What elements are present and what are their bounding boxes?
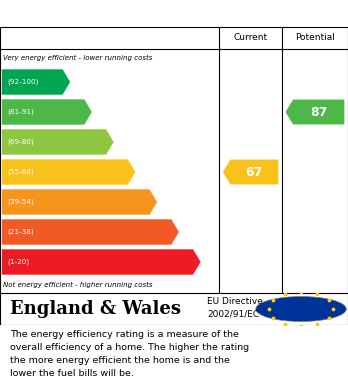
Polygon shape <box>285 99 345 125</box>
Ellipse shape <box>256 296 346 321</box>
Text: (55-68): (55-68) <box>7 169 34 175</box>
Text: (69-80): (69-80) <box>7 139 34 145</box>
Text: B: B <box>93 106 102 118</box>
Text: Very energy efficient - lower running costs: Very energy efficient - lower running co… <box>3 55 153 61</box>
Text: D: D <box>136 165 147 179</box>
Text: The energy efficiency rating is a measure of the
overall efficiency of a home. T: The energy efficiency rating is a measur… <box>10 330 250 378</box>
Text: EU Directive
2002/91/EC: EU Directive 2002/91/EC <box>207 297 263 318</box>
Text: England & Wales: England & Wales <box>10 300 181 318</box>
Polygon shape <box>2 159 135 185</box>
Polygon shape <box>2 69 70 95</box>
Text: E: E <box>158 196 166 208</box>
Polygon shape <box>2 249 201 275</box>
Text: Potential: Potential <box>295 34 335 43</box>
Polygon shape <box>223 160 278 185</box>
Text: Current: Current <box>234 34 268 43</box>
Polygon shape <box>2 219 179 245</box>
Polygon shape <box>2 129 114 155</box>
Text: (81-91): (81-91) <box>7 109 34 115</box>
Polygon shape <box>2 189 157 215</box>
Text: F: F <box>180 226 188 239</box>
Text: (21-38): (21-38) <box>7 229 34 235</box>
Text: G: G <box>201 255 212 269</box>
Text: Energy Efficiency Rating: Energy Efficiency Rating <box>7 6 217 21</box>
Text: Not energy efficient - higher running costs: Not energy efficient - higher running co… <box>3 282 153 288</box>
Text: (1-20): (1-20) <box>7 259 29 265</box>
Text: (92-100): (92-100) <box>7 79 38 85</box>
Text: A: A <box>71 75 81 88</box>
Text: C: C <box>114 136 124 149</box>
Polygon shape <box>2 99 92 125</box>
Text: 67: 67 <box>246 165 263 179</box>
Text: (39-54): (39-54) <box>7 199 34 205</box>
Text: 87: 87 <box>310 106 327 118</box>
